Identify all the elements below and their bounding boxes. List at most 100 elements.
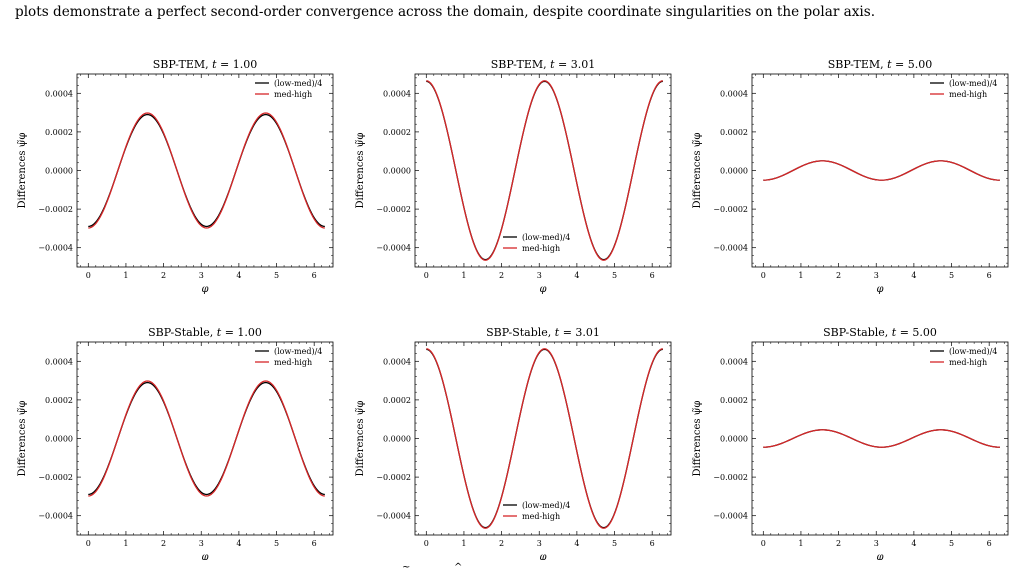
- y-axis-label: Differences ψ̃φ: [355, 132, 366, 208]
- x-axis-label: φ: [201, 552, 208, 560]
- y-tick-label: 0.0000: [720, 167, 748, 176]
- x-tick-label: 0: [761, 271, 766, 280]
- chart-panel-3: SBP-TEM, t = 5.00 0 1 2 3 4 5 6 −0.0004 −0.0002 0.…: [692, 58, 1009, 295]
- y-tick-label: 0.0004: [720, 89, 748, 98]
- x-tick-label: 5: [949, 539, 954, 548]
- panel-title: SBP-TEM, t = 5.00: [828, 58, 933, 71]
- x-tick-label: 2: [499, 539, 504, 548]
- y-axis-label: Differences ψ̃φ: [355, 400, 366, 476]
- x-tick-label: 2: [836, 539, 841, 548]
- y-tick-label: −0.0002: [376, 205, 411, 214]
- x-tick-label: 5: [274, 271, 279, 280]
- y-tick-label: −0.0004: [376, 512, 411, 521]
- x-tick-label: 3: [537, 539, 542, 548]
- caption-text: plots demonstrate a perfect second-order…: [15, 4, 876, 20]
- y-tick-label: −0.0002: [376, 473, 411, 482]
- series-line-1: [88, 381, 325, 496]
- title-time-symbol: t: [892, 326, 897, 339]
- x-tick-label: 4: [236, 539, 241, 548]
- x-tick-label: 3: [874, 539, 879, 548]
- series-line-2: [426, 80, 663, 261]
- y-tick-label: 0.0002: [383, 396, 411, 405]
- panel-title: SBP-Stable, t = 5.00: [823, 326, 937, 339]
- x-axis-label: φ: [201, 284, 208, 295]
- legend-label: (low-med)/4: [522, 233, 570, 242]
- y-tick-label: 0.0004: [45, 89, 73, 98]
- legend-label: (low-med)/4: [949, 79, 997, 88]
- title-prefix: SBP-TEM,: [153, 58, 212, 71]
- y-tick-label: −0.0004: [38, 512, 73, 521]
- series-line-2: [763, 160, 1000, 181]
- hat-glyph: ^: [454, 562, 462, 573]
- y-axis-label: Differences ψ̃φ: [692, 400, 703, 476]
- y-tick-label: −0.0002: [38, 473, 73, 482]
- x-tick-label: 2: [499, 271, 504, 280]
- legend-label: (low-med)/4: [274, 79, 322, 88]
- chart-panel-2: SBP-TEM, t = 3.01 0 1 2 3 4 5 6 −0.0004 −0.0002 0.…: [355, 58, 672, 295]
- chart-panel-1: SBP-TEM, t = 1.00 0 1 2 3 4 5 6 −0.0004 −0.0002 0.…: [17, 58, 334, 295]
- x-axis-label: φ: [539, 552, 546, 560]
- x-tick-label: 1: [798, 271, 803, 280]
- title-time-value: = 5.00: [896, 326, 937, 339]
- x-tick-label: 0: [761, 539, 766, 548]
- y-tick-label: 0.0004: [383, 89, 411, 98]
- title-time-symbol: t: [217, 326, 222, 339]
- x-tick-label: 1: [123, 539, 128, 548]
- x-axis-label: φ: [539, 284, 546, 295]
- x-tick-label: 5: [612, 539, 617, 548]
- panel-title: SBP-Stable, t = 1.00: [148, 326, 262, 339]
- x-tick-label: 5: [612, 271, 617, 280]
- y-tick-label: 0.0004: [720, 357, 748, 366]
- x-tick-label: 3: [537, 271, 542, 280]
- legend-label: med-high: [949, 358, 987, 367]
- y-axis-label: Differences ψ̃φ: [692, 132, 703, 208]
- x-tick-label: 2: [161, 539, 166, 548]
- title-time-value: = 3.01: [555, 58, 596, 71]
- x-tick-label: 3: [199, 271, 204, 280]
- title-time-symbol: t: [887, 58, 892, 71]
- x-tick-label: 5: [274, 539, 279, 548]
- chart-figure: SBP-TEM, t = 1.00 0 1 2 3 4 5 6 −0.0004 −0.0002 0.…: [17, 58, 1009, 560]
- chart-panel-4: SBP-Stable, t = 1.00 0 1 2 3 4 5 6 −0.0004 −0.000…: [17, 326, 334, 560]
- series-line-2: [426, 348, 663, 529]
- x-tick-label: 0: [86, 539, 91, 548]
- y-tick-label: −0.0004: [713, 244, 748, 253]
- panel-title: SBP-Stable, t = 3.01: [486, 326, 600, 339]
- y-tick-label: −0.0004: [376, 244, 411, 253]
- x-tick-label: 0: [424, 271, 429, 280]
- x-tick-label: 0: [86, 271, 91, 280]
- title-prefix: SBP-Stable,: [148, 326, 217, 339]
- y-tick-label: −0.0002: [713, 205, 748, 214]
- title-time-value: = 3.01: [559, 326, 600, 339]
- y-tick-label: 0.0002: [720, 396, 748, 405]
- y-tick-label: −0.0002: [713, 473, 748, 482]
- x-tick-label: 5: [949, 271, 954, 280]
- y-tick-label: 0.0004: [383, 357, 411, 366]
- chart-panel-5: SBP-Stable, t = 3.01 0 1 2 3 4 5 6 −0.0004 −0.000…: [355, 326, 672, 560]
- series-line-2: [88, 112, 325, 229]
- legend-label: (low-med)/4: [522, 501, 570, 510]
- title-time-value: = 5.00: [892, 58, 933, 71]
- legend-label: med-high: [522, 244, 560, 253]
- x-tick-label: 4: [574, 271, 579, 280]
- x-tick-label: 2: [836, 271, 841, 280]
- y-axis-label: Differences ψ̃φ: [17, 132, 28, 208]
- title-prefix: SBP-TEM,: [491, 58, 550, 71]
- panel-title: SBP-TEM, t = 3.01: [491, 58, 596, 71]
- series-line-1: [763, 160, 1000, 181]
- y-tick-label: 0.0000: [45, 167, 73, 176]
- y-tick-label: −0.0004: [713, 512, 748, 521]
- x-tick-label: 1: [461, 271, 466, 280]
- y-tick-label: 0.0002: [45, 396, 73, 405]
- series-line-2: [763, 429, 1000, 448]
- x-tick-label: 6: [312, 539, 317, 548]
- series-line-1: [88, 113, 325, 228]
- y-tick-label: 0.0000: [383, 167, 411, 176]
- x-tick-label: 3: [199, 539, 204, 548]
- y-tick-label: 0.0004: [45, 357, 73, 366]
- y-tick-label: 0.0000: [720, 435, 748, 444]
- title-time-symbol: t: [212, 58, 217, 71]
- x-tick-label: 1: [461, 539, 466, 548]
- x-tick-label: 0: [424, 539, 429, 548]
- y-tick-label: −0.0004: [38, 244, 73, 253]
